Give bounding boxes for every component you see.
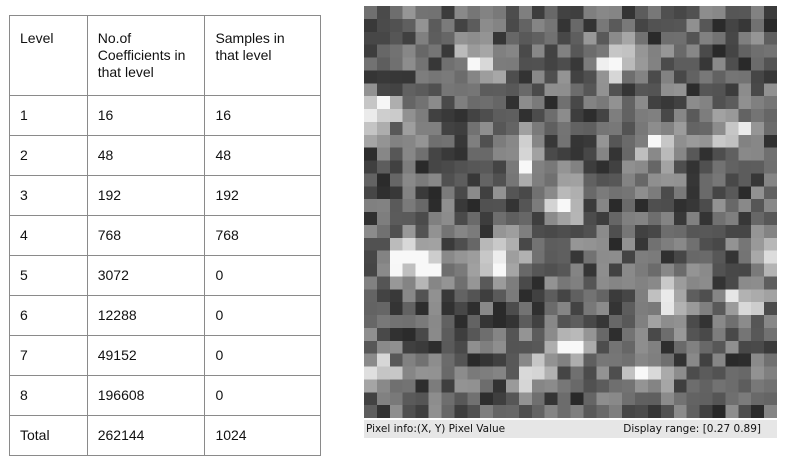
cell-samples: 0	[204, 375, 321, 416]
cell-coefficients: 16	[86, 95, 206, 136]
table-row: 6 12288 0	[9, 295, 321, 336]
pixel-info-value: (X, Y) Pixel Value	[416, 423, 506, 435]
cell-coefficients: 12288	[86, 295, 206, 336]
pixel-info: Pixel info:(X, Y) Pixel Value	[366, 420, 505, 438]
levels-table: Level No.of Coefficients in that level S…	[9, 15, 321, 456]
viewer-status-bar: Pixel info:(X, Y) Pixel Value Display ra…	[364, 420, 777, 438]
display-range-label: Display range:	[623, 423, 700, 435]
table-row: 1 16 16	[9, 95, 321, 136]
cell-coefficients: 3072	[86, 255, 206, 296]
cell-coefficients: 768	[86, 215, 206, 256]
image-viewer[interactable]	[364, 6, 777, 418]
cell-samples: 0	[204, 335, 321, 376]
header-samples: Samples in that level	[204, 15, 321, 96]
table-total-row: Total 262144 1024	[9, 415, 321, 456]
header-coefficients: No.of Coefficients in that level	[86, 15, 206, 96]
cell-level: 7	[9, 335, 88, 376]
cell-samples: 1024	[204, 415, 321, 456]
cell-coefficients: 196608	[86, 375, 206, 416]
cell-samples: 192	[204, 175, 321, 216]
cell-samples: 0	[204, 255, 321, 296]
table-row: 7 49152 0	[9, 335, 321, 376]
cell-level: 4	[9, 215, 88, 256]
cell-samples: 768	[204, 215, 321, 256]
cell-level: 2	[9, 135, 88, 176]
cell-samples: 48	[204, 135, 321, 176]
cell-samples: 0	[204, 295, 321, 336]
cell-coefficients: 48	[86, 135, 206, 176]
grayscale-pixel-image[interactable]	[364, 6, 777, 418]
table-header-row: Level No.of Coefficients in that level S…	[9, 15, 321, 96]
cell-coefficients: 192	[86, 175, 206, 216]
cell-coefficients: 262144	[86, 415, 206, 456]
table-row: 5 3072 0	[9, 255, 321, 296]
cell-level: 3	[9, 175, 88, 216]
cell-coefficients: 49152	[86, 335, 206, 376]
pixel-info-label: Pixel info:	[366, 423, 417, 435]
display-range: Display range: [0.27 0.89]	[623, 420, 761, 438]
display-range-value: [0.27 0.89]	[702, 423, 761, 435]
cell-level: 1	[9, 95, 88, 136]
cell-level: 8	[9, 375, 88, 416]
table-row: 3 192 192	[9, 175, 321, 216]
cell-level: Total	[9, 415, 88, 456]
table-row: 2 48 48	[9, 135, 321, 176]
table-row: 8 196608 0	[9, 375, 321, 416]
cell-samples: 16	[204, 95, 321, 136]
cell-level: 6	[9, 295, 88, 336]
table-row: 4 768 768	[9, 215, 321, 256]
cell-level: 5	[9, 255, 88, 296]
header-level: Level	[9, 15, 88, 96]
